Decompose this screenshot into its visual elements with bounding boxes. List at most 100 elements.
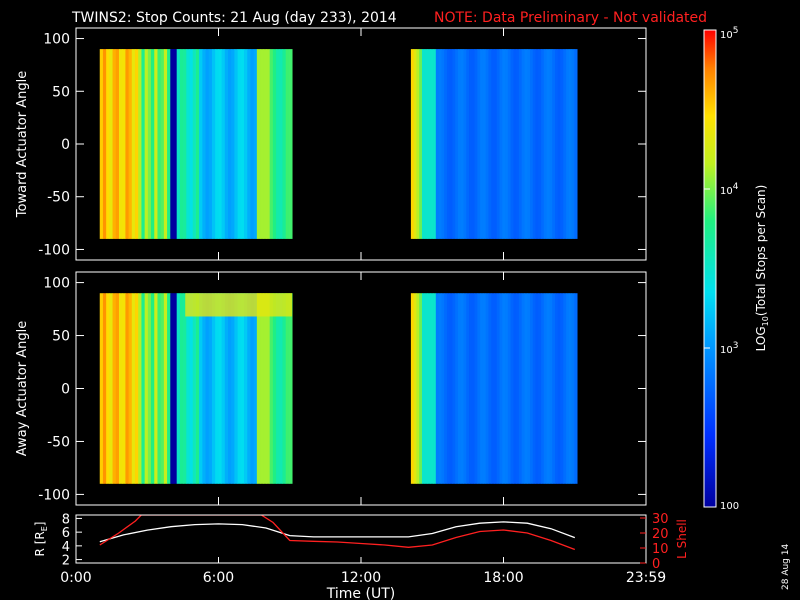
panel-away: 100 50 0 -50 -100 Away Actuator Angle (15, 271, 647, 506)
heatmap-column (272, 293, 277, 484)
heatmap-column (160, 49, 165, 239)
heatmap-column (205, 49, 210, 239)
heatmap-column (491, 49, 495, 239)
heatmap-column (449, 293, 453, 484)
heatmap-column (502, 293, 506, 484)
heatmap-column (247, 49, 251, 239)
heatmap-column (112, 49, 117, 239)
heatmap-column (192, 293, 197, 484)
heatmap-column (560, 293, 564, 484)
heatmap-column (138, 293, 142, 484)
colorbar-tick-label: 104 (720, 182, 739, 197)
heatmap-column (527, 49, 531, 239)
heatmap-column (218, 49, 222, 239)
heatmap-column (554, 293, 559, 484)
heatmap-column (427, 49, 431, 239)
heatmap-column (189, 49, 194, 239)
heatmap-column (538, 293, 542, 484)
heatmap-column (424, 49, 428, 239)
heatmap-column (205, 293, 210, 484)
heatmap-column (480, 49, 484, 239)
figure-title: TWINS2: Stop Counts: 21 Aug (day 233), 2… (71, 10, 397, 26)
heatmap-column (151, 293, 155, 484)
heatmap-column (253, 293, 258, 484)
heatmap-column (240, 293, 245, 484)
y-tick-label-right: 10 (652, 542, 669, 557)
heatmap-column (435, 293, 439, 484)
heatmap-column (192, 49, 197, 239)
heatmap-column (474, 49, 478, 239)
heatmap-column (250, 293, 255, 484)
y-axis-label: Away Actuator Angle (15, 321, 30, 456)
heatmap-column (102, 49, 107, 239)
heatmap-column (179, 49, 184, 239)
heatmap-column (240, 49, 245, 239)
heatmap-column (160, 293, 165, 484)
heatmap-column (247, 293, 251, 484)
y-tick-label-left: 4 (62, 540, 70, 555)
heatmap-column (141, 293, 146, 484)
heatmap-column (125, 293, 130, 484)
heatmap-column (505, 49, 509, 239)
y-tick-label: -50 (47, 434, 70, 450)
heatmap-column (122, 49, 126, 239)
heatmap-column (574, 293, 578, 484)
heatmap-column (410, 293, 415, 484)
panel-toward: 100 50 0 -50 -100 Toward Actuator Angle (15, 27, 647, 261)
heatmap-column (115, 49, 120, 239)
x-tick-label: 23:59 (626, 570, 666, 586)
heatmap-column (244, 49, 248, 239)
heatmap-column (237, 49, 242, 239)
heatmap-column (543, 49, 548, 239)
y-tick-label-right: 30 (652, 512, 669, 527)
heatmap-column (276, 49, 280, 239)
heatmap-column (250, 49, 255, 239)
heatmap-column (530, 293, 534, 484)
heatmap-column (438, 293, 442, 484)
heatmap-column (516, 293, 520, 484)
x-axis-label: Time (UT) (326, 586, 395, 600)
heatmap-column (535, 49, 539, 239)
heatmap-column (496, 293, 500, 484)
heatmap-column (463, 49, 467, 239)
heatmap-column (131, 293, 136, 484)
heatmap-column (524, 49, 528, 239)
orbit-left-label: R [RE] (33, 522, 49, 557)
heatmap-column (527, 293, 531, 484)
heatmap-column (224, 293, 229, 484)
heatmap-column (430, 49, 434, 239)
heatmap-column (449, 49, 453, 239)
heatmap-column (507, 293, 512, 484)
heatmap-column (167, 293, 171, 484)
y-tick-label-left: 8 (62, 512, 70, 527)
heatmap-column (186, 49, 190, 239)
heatmap-column (488, 293, 492, 484)
colorbar-tick-label: 103 (720, 341, 738, 356)
heatmap-column (211, 293, 216, 484)
heatmap-column (228, 49, 232, 239)
y-tick-label-left: 2 (62, 554, 70, 569)
heatmap-column (282, 49, 287, 239)
heatmap-column (557, 293, 561, 484)
heatmap-column (571, 293, 575, 484)
heatmap-column (416, 293, 420, 484)
heatmap-column (147, 293, 152, 484)
heatmap-column (421, 293, 426, 484)
heatmap-column (208, 293, 213, 484)
heatmap-column (455, 49, 459, 239)
heatmap-column (256, 49, 261, 239)
heatmap-column (452, 293, 456, 484)
heatmap-column (189, 293, 194, 484)
heatmap-column (560, 49, 564, 239)
heatmap-column (546, 293, 550, 484)
heatmap-column (173, 49, 178, 239)
heatmap-column (521, 293, 525, 484)
y-tick-label-right: 0 (652, 557, 660, 572)
heatmap-column (480, 293, 484, 484)
heatmap-column (541, 293, 545, 484)
heatmap-column (452, 49, 456, 239)
heatmap-column (502, 49, 506, 239)
heatmap-column (419, 49, 423, 239)
heatmap-column (266, 49, 271, 239)
y-tick-label: 50 (52, 329, 70, 345)
